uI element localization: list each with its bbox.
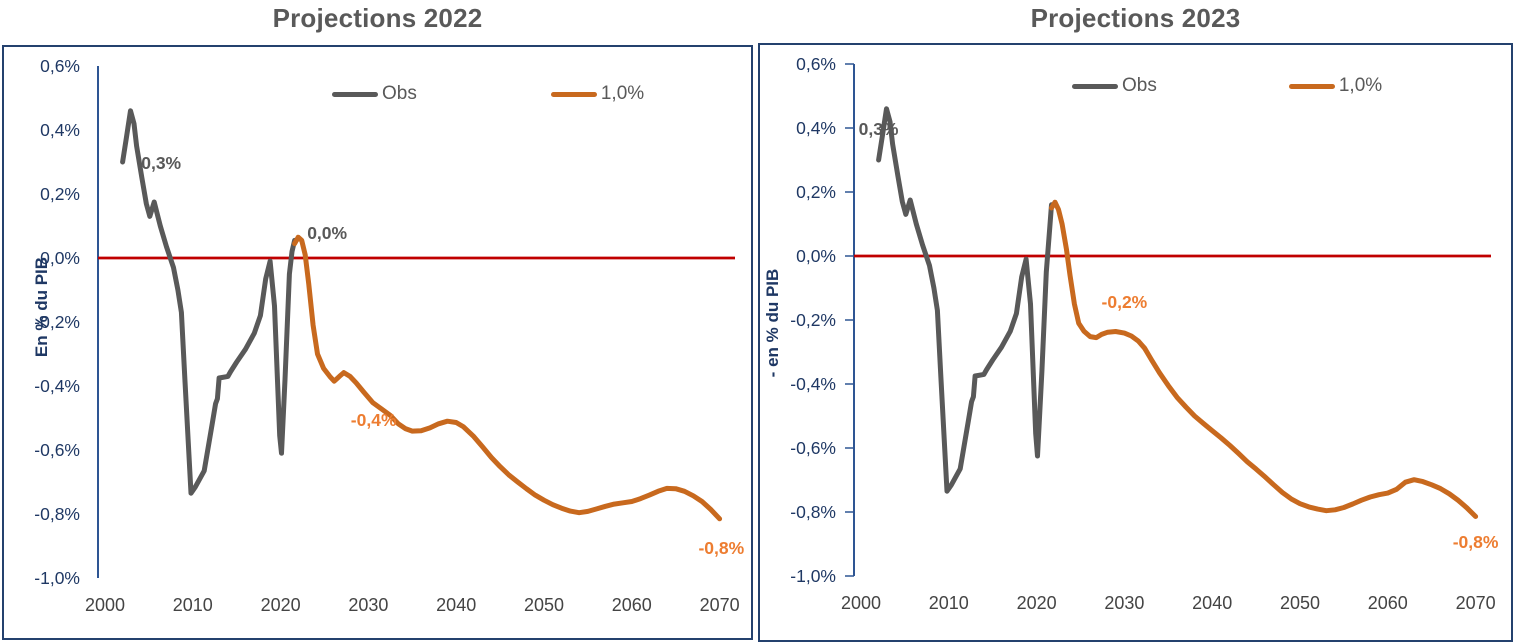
data-label: -0,8% xyxy=(1453,532,1499,552)
y-tick-label: -1,0% xyxy=(790,566,836,586)
y-tick-label: 0,0% xyxy=(40,248,80,268)
series-line-10 xyxy=(1049,199,1479,519)
legend-swatch-scenario xyxy=(1288,83,1335,89)
y-axis-title-2023: - en % du PIB xyxy=(763,268,782,378)
legend-item-scenario: 1,0% xyxy=(550,83,645,105)
legend-label-obs: Obs xyxy=(382,83,417,104)
series-line-obs xyxy=(120,108,298,496)
data-label: 0,3% xyxy=(859,119,899,139)
y-tick-label: -1,0% xyxy=(34,568,80,588)
series-line-obs xyxy=(876,106,1054,494)
x-tick-label: 2050 xyxy=(1280,593,1320,613)
x-tick-label: 2040 xyxy=(436,595,476,615)
chart-panel-2023: 0,6% 0,4% 0,2% 0,0% -0,2% -0,4% -0,6% -0,8% -1,0… xyxy=(758,43,1513,642)
chart-plot-2022: 0,6% 0,4% 0,2% 0,0% -0,2% -0,4% -0,6% -0,8% -1,0… xyxy=(34,56,744,615)
x-tick-label: 2060 xyxy=(612,595,652,615)
x-tick-label: 2040 xyxy=(1192,593,1232,613)
y-tick-label: -0,8% xyxy=(34,504,80,524)
x-tick-label: 2020 xyxy=(261,595,301,615)
x-tick-label: 2030 xyxy=(348,595,388,615)
legend-swatch-obs xyxy=(1072,83,1118,89)
data-label: 0,0% xyxy=(307,223,347,243)
y-tick-label: 0,4% xyxy=(796,118,836,138)
x-tick-label: 2070 xyxy=(1456,593,1496,613)
y-tick-label: 0,6% xyxy=(40,56,80,76)
y-tick-label: 0,0% xyxy=(796,246,836,266)
legend-item-scenario: 1,0% xyxy=(1288,75,1383,97)
x-tick-label: 2000 xyxy=(841,593,881,613)
y-tick-label: -0,2% xyxy=(34,312,80,332)
x-tick-label: 2060 xyxy=(1368,593,1408,613)
legend-item-obs: Obs xyxy=(332,83,417,105)
series-line-10 xyxy=(292,234,723,522)
chart-panel-2022: 0,6% 0,4% 0,2% 0,0% -0,2% -0,4% -0,6% -0,8% -1,0… xyxy=(2,45,753,640)
x-tick-label: 2010 xyxy=(173,595,213,615)
x-tick-label: 2000 xyxy=(85,595,125,615)
chart-title-2022: Projections 2022 xyxy=(272,3,483,33)
legend-2023: Obs 1,0% xyxy=(1072,75,1382,97)
y-tick-label: 0,2% xyxy=(796,182,836,202)
y-axis-title-2022: En % du PIB xyxy=(32,256,51,358)
legend-item-obs: Obs xyxy=(1072,75,1157,97)
y-tick-label: -0,4% xyxy=(34,376,80,396)
legend-2022: Obs 1,0% xyxy=(332,83,644,105)
chart-plot-2023: 0,6% 0,4% 0,2% 0,0% -0,2% -0,4% -0,6% -0,8% -1,0… xyxy=(790,54,1499,613)
y-tick-label: 0,2% xyxy=(40,184,80,204)
chart-title-2023: Projections 2023 xyxy=(1030,3,1241,33)
legend-label-scenario: 1,0% xyxy=(1338,75,1383,96)
data-label: -0,8% xyxy=(698,538,744,558)
x-tick-label: 2050 xyxy=(524,595,564,615)
x-tick-label: 2020 xyxy=(1017,593,1057,613)
legend-swatch-obs xyxy=(332,91,378,97)
x-tick-label: 2030 xyxy=(1104,593,1144,613)
x-tick-label: 2070 xyxy=(700,595,740,615)
data-label: 0,3% xyxy=(141,153,181,173)
data-label: -0,4% xyxy=(351,410,397,430)
legend-label-obs: Obs xyxy=(1122,75,1157,96)
legend-swatch-scenario xyxy=(550,91,597,97)
y-tick-label: 0,4% xyxy=(40,120,80,140)
y-tick-label: -0,4% xyxy=(790,374,836,394)
y-tick-label: 0,6% xyxy=(796,54,836,74)
x-tick-label: 2010 xyxy=(929,593,969,613)
y-tick-label: -0,2% xyxy=(790,310,836,330)
y-tick-label: -0,6% xyxy=(790,438,836,458)
data-label: -0,2% xyxy=(1102,292,1148,312)
y-tick-label: -0,6% xyxy=(34,440,80,460)
legend-label-scenario: 1,0% xyxy=(600,83,645,104)
y-tick-label: -0,8% xyxy=(790,502,836,522)
